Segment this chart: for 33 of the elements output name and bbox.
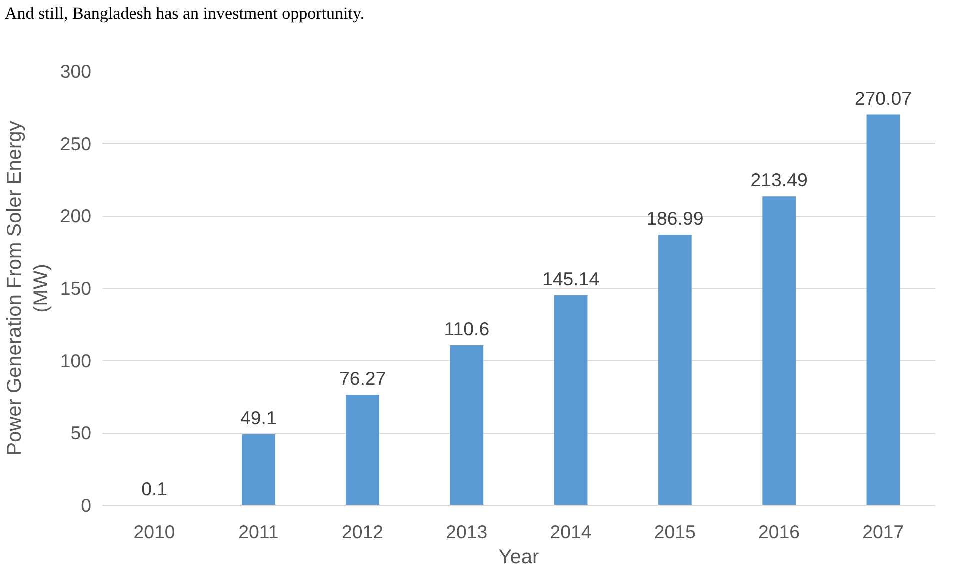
- bar: [866, 114, 900, 506]
- y-tick-label: 300: [60, 61, 92, 82]
- bar: [346, 395, 380, 506]
- x-tick-label: 2012: [342, 522, 384, 542]
- x-axis-title: Year: [498, 546, 540, 568]
- bar: [242, 434, 276, 506]
- x-tick-label: 2017: [862, 522, 904, 542]
- y-tick-label: 200: [60, 206, 92, 227]
- bar: [554, 296, 588, 506]
- bar: [762, 196, 796, 506]
- x-tick-label: 2014: [550, 522, 592, 542]
- x-tick-label: 2016: [758, 522, 800, 542]
- bar: [658, 234, 692, 506]
- y-tick-label: 0: [81, 495, 92, 516]
- x-tick-label: 2011: [238, 522, 279, 542]
- data-label: 110.6: [444, 318, 490, 340]
- data-label: 0.1: [142, 478, 168, 500]
- bar: [450, 346, 484, 506]
- data-label: 76.27: [339, 368, 386, 390]
- x-tick-label: 2010: [134, 522, 176, 542]
- data-label: 186.99: [646, 208, 704, 229]
- data-label: 270.07: [854, 88, 912, 109]
- data-label: 145.14: [542, 268, 600, 290]
- x-tick-label: 2015: [654, 522, 696, 542]
- y-tick-label: 250: [60, 133, 92, 154]
- x-tick-label: 2013: [446, 522, 488, 542]
- y-tick-label: 100: [60, 350, 92, 372]
- y-tick-label: 50: [70, 422, 92, 444]
- y-axis-title: Power Generation From Soler Energy (MW): [4, 121, 52, 456]
- data-label: 213.49: [750, 170, 808, 191]
- data-label: 49.1: [240, 407, 277, 428]
- text: And still, Bangladesh has an investment opportunity.: [5, 3, 365, 25]
- y-tick-label: 150: [60, 278, 92, 299]
